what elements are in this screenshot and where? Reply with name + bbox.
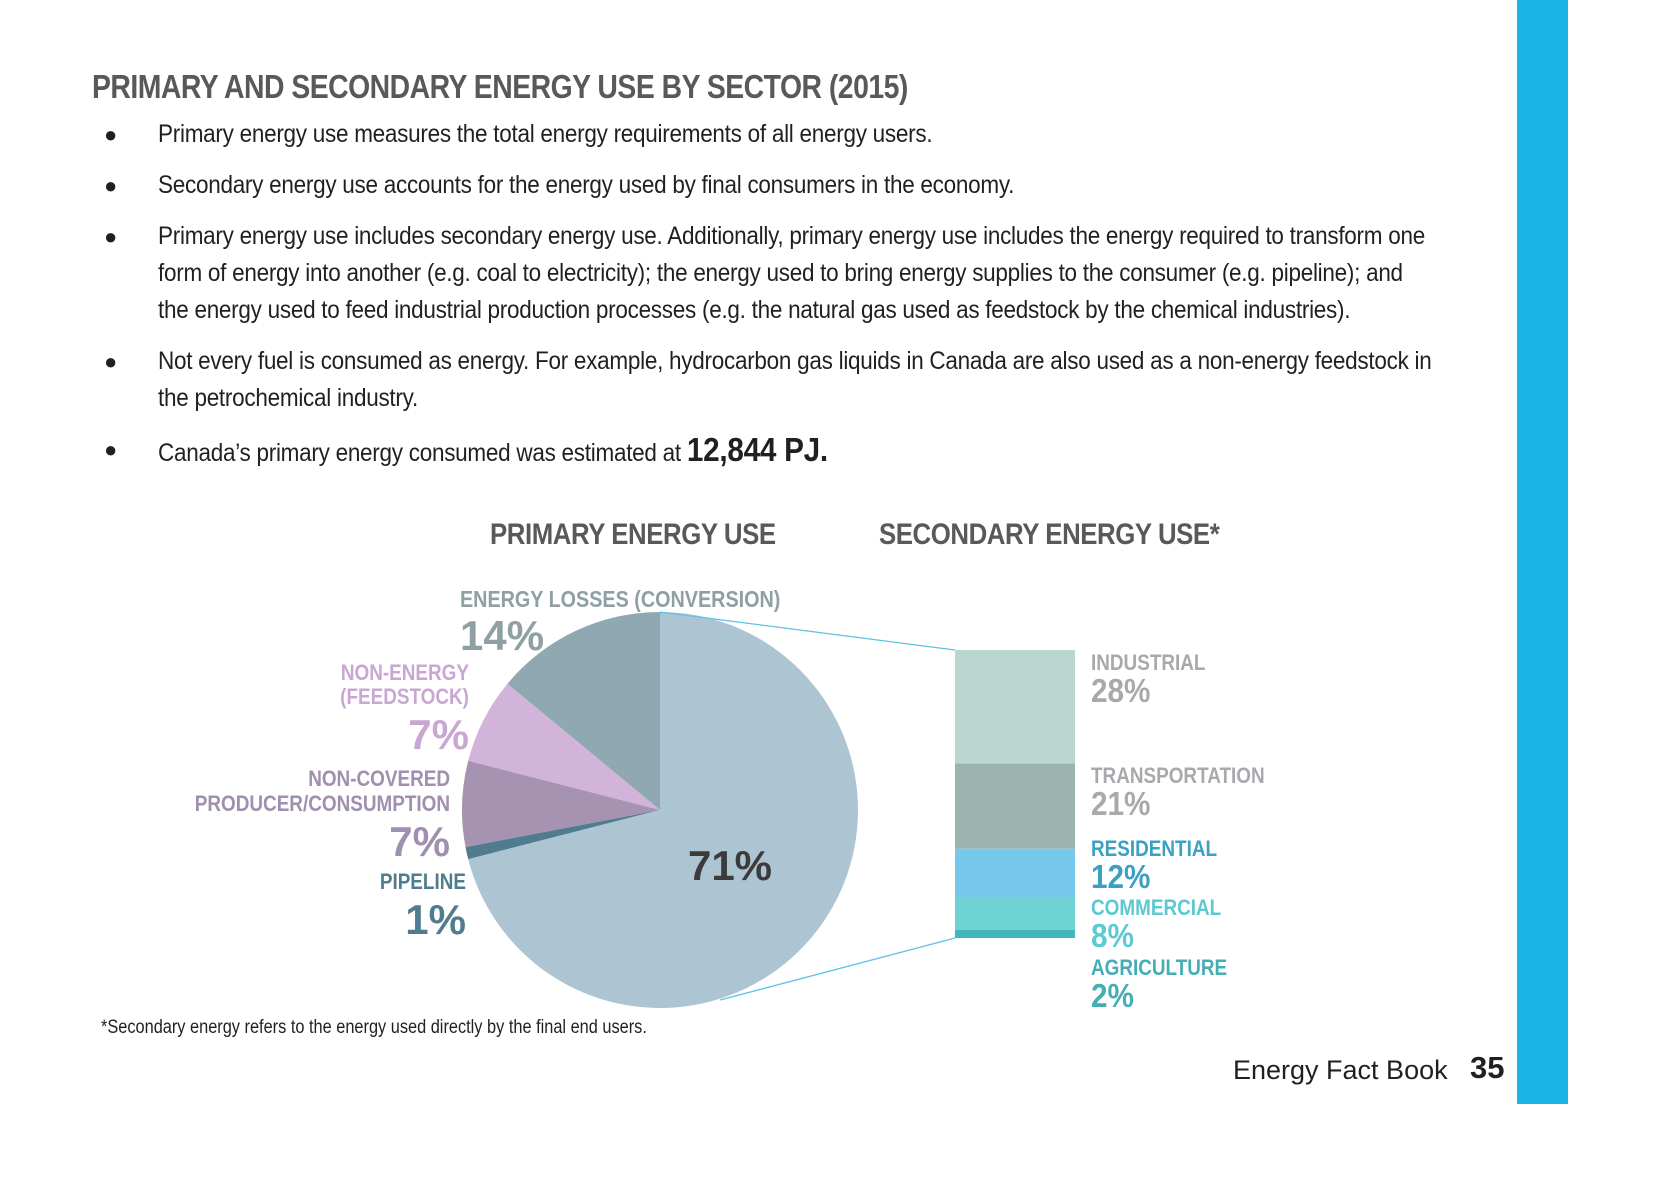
bullet-item: ● Not every fuel is consumed as energy. F… [100, 343, 1440, 417]
bar-segment-agriculture [955, 929, 1075, 938]
sidebar-accent-strip [1517, 0, 1568, 1104]
bullet-text: Secondary energy use accounts for the en… [158, 171, 1015, 199]
bullet-item: ● Secondary energy use accounts for the e… [100, 167, 1440, 204]
pie-value-pipeline: 1% [405, 896, 466, 943]
pie-value-non-covered: 7% [389, 818, 450, 865]
footer-book-title: Energy Fact Book [1233, 1055, 1448, 1085]
bullet-text: Canada’s primary energy consumed was est… [158, 431, 1439, 472]
bar-segment-residential [955, 848, 1075, 898]
bullet-text: Primary energy use measures the total en… [158, 120, 933, 148]
pie-slice-3 [462, 760, 660, 848]
bullet-dot-icon: ● [104, 224, 117, 249]
bullet-dot-icon: ● [104, 437, 117, 462]
bar-value-transportation: 21% [1091, 786, 1151, 823]
footnote: *Secondary energy refers to the energy u… [101, 1017, 647, 1038]
pie-value-non-energy: 7% [408, 711, 469, 758]
pie-label-non-covered-line1: NON-COVERED [308, 767, 450, 792]
bar-segment-industrial [955, 650, 1075, 764]
bar-label-agriculture: AGRICULTURE [1091, 956, 1227, 981]
pie-slice-5 [468, 612, 858, 1008]
bar-segment-commercial [955, 897, 1075, 930]
bar-value-agriculture: 2% [1091, 978, 1134, 1015]
bullet-item: ● Primary energy use measures the total e… [100, 116, 1440, 153]
primary-energy-value: 12,844 PJ. [686, 431, 828, 468]
bullet-text: Primary energy use includes secondary en… [158, 222, 1425, 324]
energy-use-chart: ENERGY LOSSES (CONVERSION)14%NON-ENERGY(… [195, 587, 1265, 1015]
bar-value-commercial: 8% [1091, 918, 1134, 955]
bar-label-industrial: INDUSTRIAL [1091, 651, 1205, 676]
pie-value-energy-losses: 14% [460, 612, 544, 659]
bar-label-residential: RESIDENTIAL [1091, 837, 1217, 862]
pie-slice-2 [468, 683, 660, 810]
page-title: PRIMARY AND SECONDARY ENERGY USE BY SECT… [92, 68, 908, 105]
bullet-item: ● Canada’s primary energy consumed was es… [100, 431, 1440, 472]
bar-label-commercial: COMMERCIAL [1091, 896, 1221, 921]
bullet-text: Not every fuel is consumed as energy. Fo… [158, 347, 1432, 412]
pie-label-non-energy-line2: (FEEDSTOCK) [340, 685, 469, 710]
connector-line-bottom [719, 937, 956, 1001]
bullet-dot-icon: ● [104, 122, 117, 147]
connector-line-top [659, 611, 956, 651]
bar-segment-transportation [955, 763, 1075, 849]
page-number: 35 [1470, 1050, 1505, 1085]
bar-value-industrial: 28% [1091, 673, 1151, 710]
bar-label-transportation: TRANSPORTATION [1091, 764, 1265, 789]
bullet-list: ● Primary energy use measures the total e… [100, 116, 1440, 486]
pie-value-secondary: 71% [688, 842, 772, 889]
pie-label-non-energy-line1: NON-ENERGY [341, 661, 469, 686]
pie-label-energy-losses: ENERGY LOSSES (CONVERSION) [460, 587, 780, 613]
bullet-dot-icon: ● [104, 349, 117, 374]
bullet-item: ● Primary energy use includes secondary e… [100, 218, 1440, 329]
bar-value-residential: 12% [1091, 859, 1151, 896]
pie-slice-1 [507, 612, 660, 810]
bullet-prefix: Canada’s primary energy consumed was est… [158, 439, 687, 467]
primary-chart-title: PRIMARY ENERGY USE [490, 518, 776, 551]
pie-label-non-covered-line2: PRODUCER/CONSUMPTION [195, 792, 450, 817]
secondary-chart-title: SECONDARY ENERGY USE* [879, 518, 1220, 551]
pie-slice-4 [465, 810, 660, 860]
pie-label-pipeline: PIPELINE [380, 870, 466, 895]
bullet-dot-icon: ● [104, 173, 117, 198]
